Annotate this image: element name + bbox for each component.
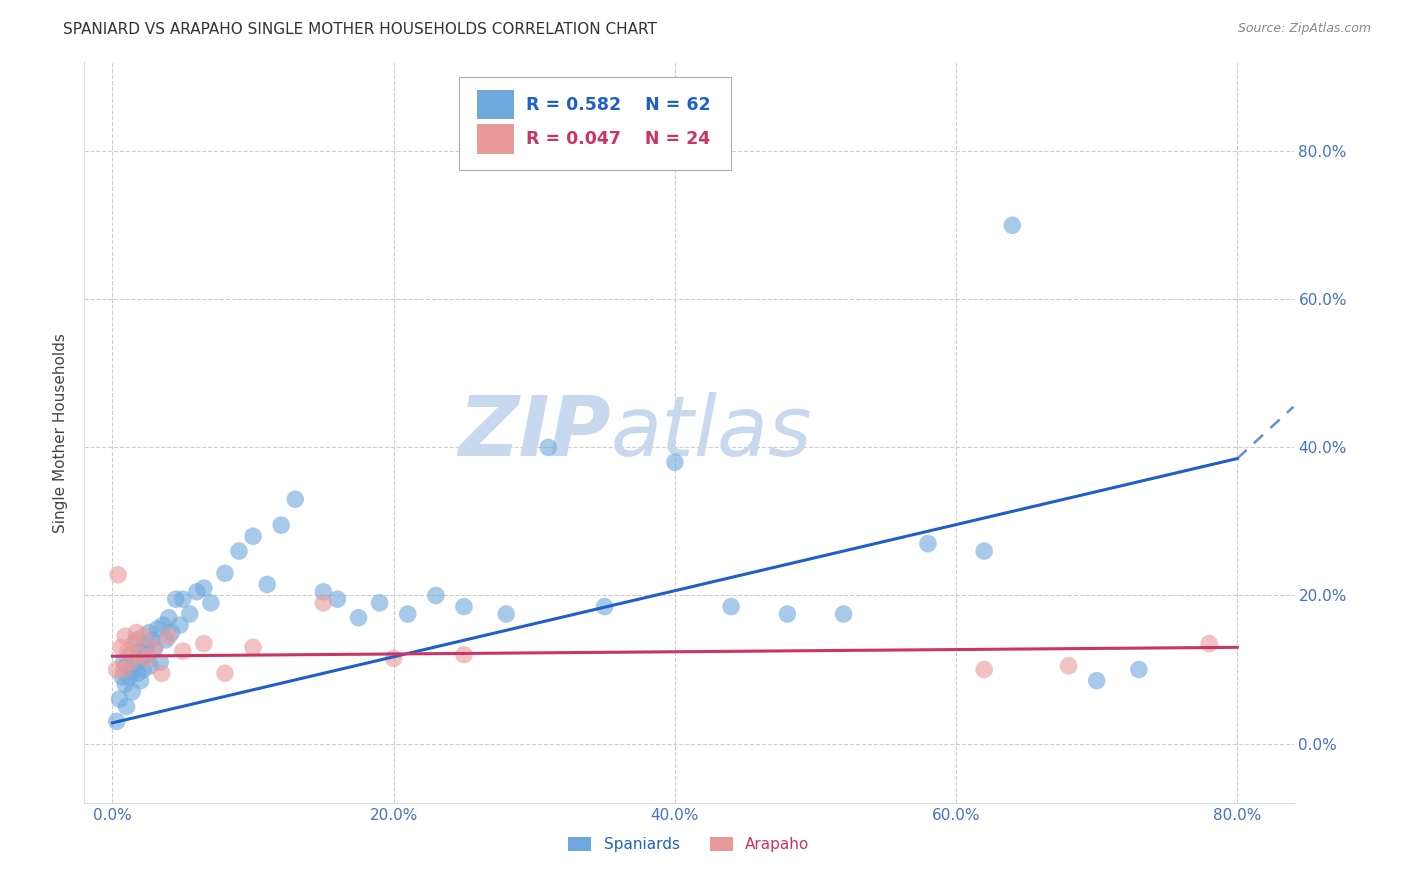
Point	[112, 655, 135, 669]
Point	[495, 607, 517, 621]
Point	[160, 625, 183, 640]
Point	[720, 599, 742, 614]
Point	[155, 632, 177, 647]
Text: atlas: atlas	[610, 392, 813, 473]
Point	[149, 655, 172, 669]
Point	[118, 670, 141, 684]
Point	[193, 581, 215, 595]
Point	[105, 663, 128, 677]
Point	[368, 596, 391, 610]
Point	[125, 632, 148, 647]
Point	[114, 677, 136, 691]
Point	[973, 544, 995, 558]
Point	[146, 622, 169, 636]
Point	[141, 632, 163, 647]
Point	[214, 566, 236, 581]
Bar	[478, 90, 513, 120]
Point	[832, 607, 855, 621]
Point	[134, 640, 156, 655]
Point	[105, 714, 128, 729]
Point	[128, 648, 150, 662]
Point	[453, 599, 475, 614]
Text: SPANIARD VS ARAPAHO SINGLE MOTHER HOUSEHOLDS CORRELATION CHART: SPANIARD VS ARAPAHO SINGLE MOTHER HOUSEH…	[63, 22, 657, 37]
Point	[150, 666, 173, 681]
Point	[973, 663, 995, 677]
Text: ZIP: ZIP	[458, 392, 610, 473]
Point	[326, 592, 349, 607]
FancyBboxPatch shape	[460, 78, 731, 169]
Point	[270, 518, 292, 533]
Point	[138, 625, 160, 640]
Point	[128, 644, 150, 658]
Point	[1198, 637, 1220, 651]
Point	[115, 699, 138, 714]
Text: R = 0.047    N = 24: R = 0.047 N = 24	[526, 129, 710, 148]
Point	[120, 648, 142, 662]
Point	[111, 670, 134, 684]
Point	[396, 607, 419, 621]
Point	[125, 625, 148, 640]
Point	[114, 629, 136, 643]
Point	[143, 640, 166, 655]
Point	[284, 492, 307, 507]
Point	[132, 629, 155, 643]
Point	[110, 640, 132, 655]
Point	[132, 663, 155, 677]
Point	[200, 596, 222, 610]
Point	[312, 584, 335, 599]
Point	[214, 666, 236, 681]
Point	[425, 589, 447, 603]
Point	[131, 651, 153, 665]
Point	[172, 592, 194, 607]
Point	[347, 610, 370, 624]
Point	[917, 536, 939, 550]
Point	[453, 648, 475, 662]
Point	[312, 596, 335, 610]
Point	[664, 455, 686, 469]
Point	[152, 618, 174, 632]
Point	[122, 637, 145, 651]
Y-axis label: Single Mother Households: Single Mother Households	[53, 333, 69, 533]
Point	[120, 655, 142, 669]
Point	[124, 655, 146, 669]
Point	[537, 441, 560, 455]
Point	[172, 644, 194, 658]
Point	[1128, 663, 1150, 677]
Bar	[478, 124, 513, 153]
Point	[121, 685, 143, 699]
Point	[129, 673, 152, 688]
Text: Source: ZipAtlas.com: Source: ZipAtlas.com	[1237, 22, 1371, 36]
Point	[157, 610, 180, 624]
Point	[117, 644, 139, 658]
Point	[122, 663, 145, 677]
Point	[179, 607, 201, 621]
Point	[382, 651, 405, 665]
Point	[108, 692, 131, 706]
Point	[127, 666, 149, 681]
Point	[165, 592, 187, 607]
Point	[136, 648, 159, 662]
Point	[1001, 219, 1024, 233]
Point	[169, 618, 191, 632]
Point	[242, 529, 264, 543]
Point	[1057, 658, 1080, 673]
Point	[242, 640, 264, 655]
Text: R = 0.582    N = 62: R = 0.582 N = 62	[526, 95, 710, 113]
Point	[193, 637, 215, 651]
Point	[1085, 673, 1108, 688]
Point	[115, 658, 138, 673]
Point	[256, 577, 278, 591]
Point	[157, 629, 180, 643]
Point	[136, 651, 159, 665]
Point	[186, 584, 208, 599]
Point	[593, 599, 616, 614]
Point	[107, 567, 129, 582]
Point	[112, 663, 135, 677]
Legend: Spaniards, Arapaho: Spaniards, Arapaho	[562, 830, 815, 858]
Point	[139, 658, 162, 673]
Point	[143, 640, 166, 655]
Point	[228, 544, 250, 558]
Point	[776, 607, 799, 621]
